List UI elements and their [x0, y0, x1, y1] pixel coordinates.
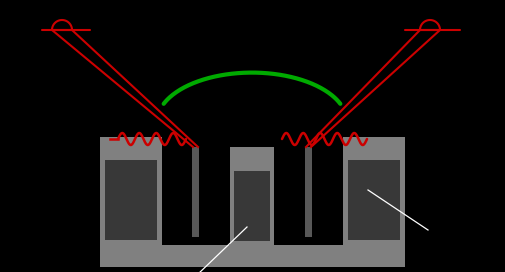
- Bar: [274, 137, 343, 245]
- Bar: [100, 155, 162, 245]
- Bar: [348, 160, 400, 240]
- Bar: [343, 155, 405, 245]
- Bar: [214, 147, 290, 167]
- Bar: [234, 171, 270, 241]
- Bar: [100, 245, 405, 267]
- Bar: [305, 147, 312, 237]
- Bar: [192, 147, 199, 237]
- Bar: [100, 137, 162, 155]
- Bar: [230, 167, 274, 245]
- Bar: [105, 160, 157, 240]
- Bar: [343, 137, 405, 155]
- Bar: [162, 137, 230, 245]
